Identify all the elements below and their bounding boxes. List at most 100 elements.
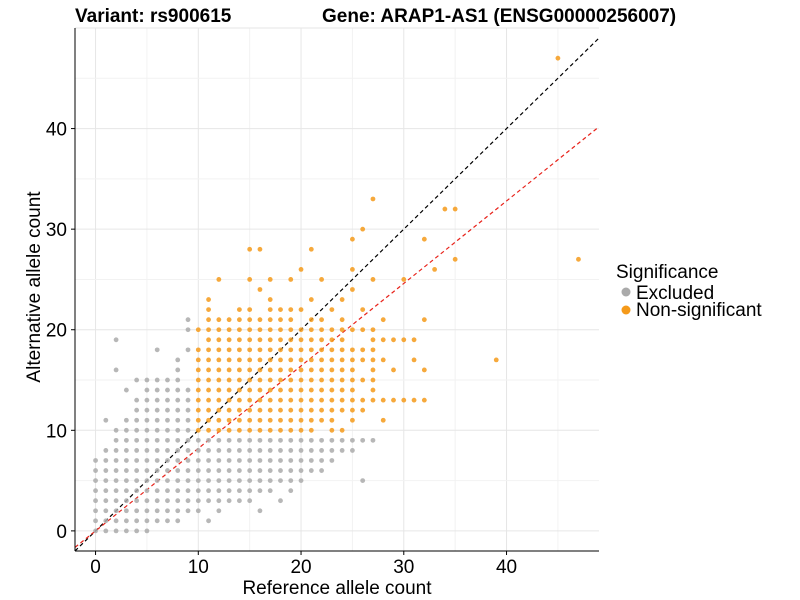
data-point-excluded bbox=[175, 518, 181, 524]
data-point-non-significant bbox=[329, 387, 335, 393]
data-point-non-significant bbox=[236, 407, 242, 413]
data-point-non-significant bbox=[278, 427, 283, 433]
data-point-excluded bbox=[216, 468, 222, 473]
data-point-non-significant bbox=[288, 397, 294, 403]
data-point-non-significant bbox=[267, 337, 273, 343]
y-axis-title: Alternative allele count bbox=[24, 191, 45, 383]
data-point-non-significant bbox=[195, 387, 201, 393]
data-point-non-significant bbox=[350, 287, 355, 292]
data-point-non-significant bbox=[257, 367, 263, 373]
data-point-excluded bbox=[308, 437, 314, 443]
data-point-excluded bbox=[154, 437, 160, 443]
x-axis-title: Reference allele count bbox=[242, 578, 432, 599]
data-point-non-significant bbox=[360, 357, 366, 363]
data-point-non-significant bbox=[329, 327, 335, 333]
data-point-excluded bbox=[267, 448, 273, 453]
data-point-excluded bbox=[134, 397, 140, 403]
data-point-excluded bbox=[134, 437, 140, 443]
data-point-non-significant bbox=[319, 327, 324, 333]
data-point-non-significant bbox=[267, 347, 273, 353]
data-point-excluded bbox=[236, 448, 242, 453]
data-point-excluded bbox=[247, 468, 253, 473]
data-point-non-significant bbox=[298, 407, 304, 413]
legend-marker-non-significant bbox=[621, 305, 631, 315]
data-point-excluded bbox=[144, 437, 150, 443]
data-point-non-significant bbox=[319, 317, 324, 323]
data-point-excluded bbox=[144, 518, 150, 524]
data-point-non-significant bbox=[278, 377, 283, 383]
data-point-non-significant bbox=[206, 317, 211, 323]
data-point-non-significant bbox=[206, 357, 211, 363]
data-point-non-significant bbox=[298, 427, 304, 433]
data-point-non-significant bbox=[226, 407, 232, 413]
data-point-non-significant bbox=[298, 367, 304, 373]
data-point-excluded bbox=[298, 437, 304, 443]
data-point-excluded bbox=[185, 417, 191, 423]
data-point-non-significant bbox=[195, 407, 201, 413]
data-point-non-significant bbox=[370, 196, 376, 202]
data-point-excluded bbox=[247, 437, 253, 443]
data-point-non-significant bbox=[236, 357, 242, 363]
data-point-excluded bbox=[123, 458, 129, 463]
data-point-non-significant bbox=[555, 55, 561, 61]
data-point-non-significant bbox=[319, 367, 324, 373]
data-point-non-significant bbox=[206, 347, 211, 353]
data-point-excluded bbox=[278, 498, 283, 504]
data-point-excluded bbox=[154, 417, 160, 423]
data-point-excluded bbox=[308, 468, 314, 473]
data-point-excluded bbox=[257, 508, 263, 514]
y-tick-label: 30 bbox=[46, 220, 67, 241]
data-point-non-significant bbox=[319, 337, 324, 343]
data-point-excluded bbox=[247, 448, 253, 453]
data-point-excluded bbox=[236, 498, 242, 504]
data-point-excluded bbox=[216, 458, 222, 463]
data-point-non-significant bbox=[278, 307, 283, 313]
data-point-non-significant bbox=[195, 327, 201, 333]
data-point-non-significant bbox=[380, 417, 386, 423]
data-point-excluded bbox=[134, 478, 140, 483]
data-point-non-significant bbox=[247, 347, 253, 353]
data-point-excluded bbox=[103, 518, 109, 524]
data-point-non-significant bbox=[319, 407, 324, 413]
data-point-excluded bbox=[123, 448, 129, 453]
data-point-excluded bbox=[298, 478, 304, 483]
chart-title-gene: Gene: ARAP1-AS1 (ENSG00000256007) bbox=[322, 6, 676, 27]
data-point-non-significant bbox=[339, 337, 345, 343]
data-point-excluded bbox=[144, 427, 150, 433]
data-point-non-significant bbox=[288, 337, 294, 343]
data-point-non-significant bbox=[267, 397, 273, 403]
data-point-non-significant bbox=[216, 327, 222, 333]
data-point-excluded bbox=[93, 518, 98, 524]
data-point-non-significant bbox=[195, 367, 201, 373]
data-point-excluded bbox=[123, 518, 129, 524]
data-point-non-significant bbox=[360, 347, 366, 353]
data-point-non-significant bbox=[226, 387, 232, 393]
data-point-non-significant bbox=[350, 236, 355, 242]
data-point-excluded bbox=[154, 468, 160, 473]
data-point-non-significant bbox=[257, 357, 263, 363]
data-point-non-significant bbox=[298, 337, 304, 343]
x-tick-label: 40 bbox=[496, 557, 517, 578]
data-point-non-significant bbox=[370, 347, 376, 353]
data-point-excluded bbox=[278, 478, 283, 483]
data-point-excluded bbox=[195, 448, 201, 453]
data-point-non-significant bbox=[206, 327, 211, 333]
data-point-non-significant bbox=[360, 407, 366, 413]
data-point-excluded bbox=[370, 437, 376, 443]
data-point-excluded bbox=[360, 437, 366, 443]
plot-panel bbox=[74, 27, 600, 552]
data-point-excluded bbox=[195, 478, 201, 483]
data-point-non-significant bbox=[236, 307, 242, 313]
data-point-non-significant bbox=[226, 347, 232, 353]
data-point-non-significant bbox=[308, 427, 314, 433]
data-point-excluded bbox=[154, 488, 160, 494]
data-point-excluded bbox=[165, 437, 170, 443]
data-point-excluded bbox=[154, 397, 160, 403]
data-point-non-significant bbox=[308, 317, 314, 323]
data-point-non-significant bbox=[206, 297, 211, 302]
x-axis-ticks: 0 10 20 30 40 bbox=[90, 551, 517, 578]
data-point-non-significant bbox=[206, 417, 211, 423]
data-point-non-significant bbox=[247, 377, 253, 383]
data-point-non-significant bbox=[360, 377, 366, 383]
